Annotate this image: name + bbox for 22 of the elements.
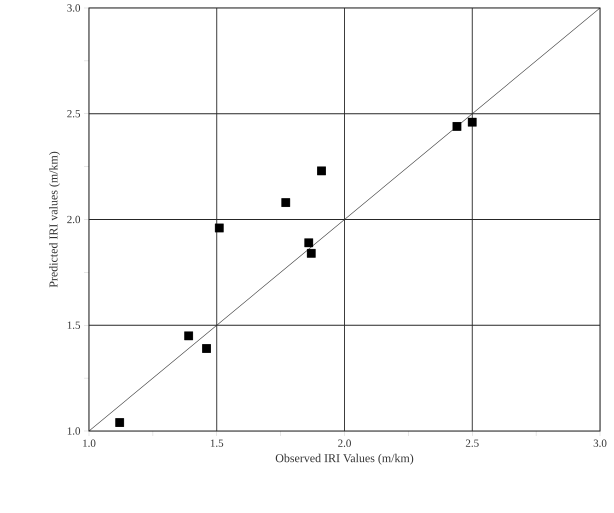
y-tick-label: 2.0 [67, 216, 80, 224]
point [306, 248, 316, 258]
point [214, 224, 224, 232]
y-tick-label: 3.0 [67, 4, 80, 12]
x-tick-label: 2.5 [466, 440, 479, 447]
y-tick-label: 1.0 [68, 427, 80, 435]
point [468, 118, 477, 127]
y-tick-label: 2.5 [67, 110, 80, 118]
x-tick-label: 1.0 [83, 440, 96, 447]
point [304, 238, 314, 248]
point [452, 122, 462, 131]
y-axis-title: Predicted IRI values (m/km) [49, 152, 60, 288]
x-tick-label: 2.0 [338, 440, 351, 447]
point [202, 344, 211, 353]
x-axis-title: Observed IRI Values (m/km) [276, 454, 414, 465]
point [281, 198, 290, 207]
x-tick-label: 1.5 [210, 440, 224, 447]
point [317, 166, 326, 176]
y-tick-label: 1.5 [68, 322, 80, 329]
point [184, 331, 194, 340]
x-tick-label: 3.0 [594, 440, 606, 447]
point [115, 418, 124, 427]
